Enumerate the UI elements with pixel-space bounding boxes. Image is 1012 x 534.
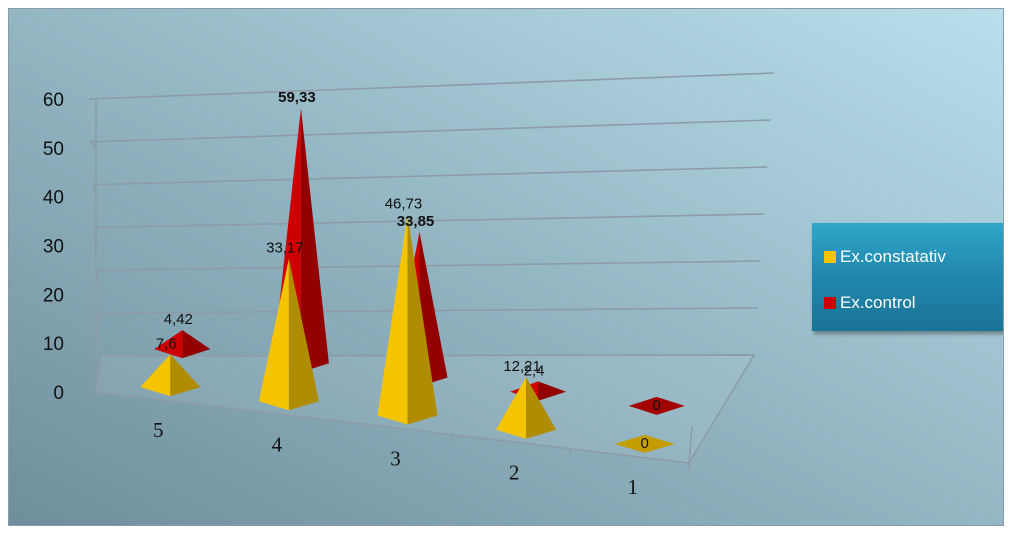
pyramid-face-left bbox=[258, 258, 289, 411]
gridline bbox=[89, 119, 771, 149]
floor-edge bbox=[688, 425, 693, 464]
data-label: 46,73 bbox=[385, 196, 423, 213]
pyramid-base bbox=[614, 434, 675, 453]
legend-swatch-constatativ bbox=[824, 251, 836, 263]
data-label: 0 bbox=[641, 435, 649, 452]
data-label: 12,21 bbox=[503, 358, 541, 375]
y-tick-label: 50 bbox=[43, 139, 64, 160]
gridline bbox=[88, 72, 775, 100]
category-label: 3 bbox=[390, 447, 401, 471]
y-tick-label: 10 bbox=[43, 334, 64, 355]
pyramid-face-right bbox=[182, 330, 211, 359]
data-label: 2,4 bbox=[524, 362, 545, 379]
pyramid-constatativ bbox=[496, 377, 557, 439]
pyramid-face-right bbox=[288, 258, 319, 411]
y-tick-label: 20 bbox=[43, 285, 64, 306]
gridline bbox=[95, 307, 758, 344]
pyramid-face-right bbox=[526, 377, 557, 439]
pyramid-face-left bbox=[140, 354, 171, 397]
data-label: 7,6 bbox=[156, 335, 177, 352]
pyramid-face-right bbox=[538, 381, 567, 401]
gridline bbox=[91, 166, 768, 197]
y-tick-label: 60 bbox=[43, 90, 64, 111]
pyramid-face-left bbox=[154, 330, 183, 359]
pyramid-constatativ bbox=[614, 434, 675, 453]
pyramid-control bbox=[154, 330, 211, 359]
category-label: 5 bbox=[153, 418, 164, 442]
data-label: 33,85 bbox=[397, 213, 435, 230]
pyramid-face-left bbox=[377, 214, 408, 425]
pyramid-base bbox=[628, 396, 685, 415]
data-label: 0 bbox=[653, 397, 661, 414]
pyramid-face-right bbox=[300, 108, 329, 373]
legend-label-control: Ex.control bbox=[840, 293, 916, 312]
data-label: 33,17 bbox=[266, 240, 304, 257]
y-tick-label: 30 bbox=[43, 237, 64, 258]
y-tick-label: 0 bbox=[53, 383, 64, 404]
category-label: 2 bbox=[509, 461, 520, 485]
pyramid-face-left bbox=[496, 377, 527, 439]
legend-label-constatativ: Ex.constatativ bbox=[840, 247, 946, 266]
data-label: 59,33 bbox=[278, 89, 316, 106]
data-label: 4,42 bbox=[164, 311, 193, 328]
pyramid-control bbox=[628, 396, 685, 415]
pyramid-constatativ bbox=[140, 354, 201, 397]
legend-item-constatativ: Ex.constatativ bbox=[824, 247, 946, 267]
pyramid-face-right bbox=[170, 354, 201, 397]
pyramid-constatativ bbox=[258, 258, 319, 411]
chart-area: 0 10 20 30 40 50 60 5 4 3 2 1 4,42 59,33 33,85 2,4 0 7,… bbox=[8, 8, 1004, 526]
legend: Ex.constatativ Ex.control bbox=[812, 223, 1003, 331]
pyramid-constatativ bbox=[377, 214, 438, 425]
category-label: 4 bbox=[272, 432, 283, 456]
legend-item-control: Ex.control bbox=[824, 293, 916, 313]
pyramid-face-right bbox=[407, 214, 438, 425]
y-tick-label: 40 bbox=[43, 188, 64, 209]
legend-swatch-control bbox=[824, 297, 836, 309]
category-label: 1 bbox=[627, 475, 638, 499]
